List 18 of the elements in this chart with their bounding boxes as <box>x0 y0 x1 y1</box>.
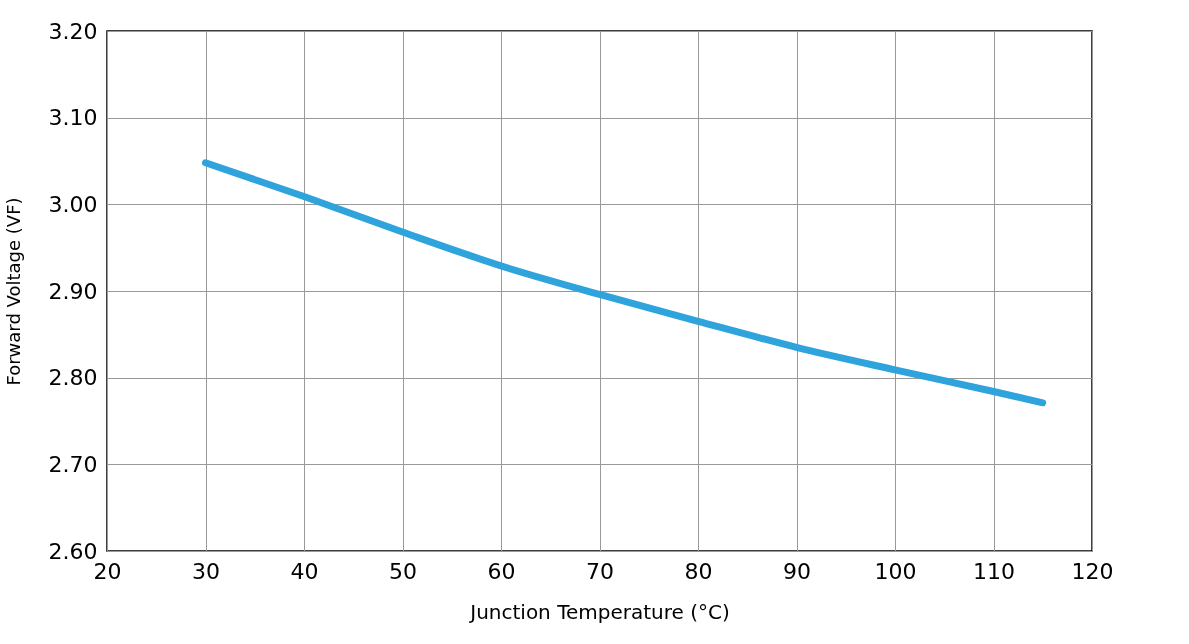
y-tick-label: 2.90 <box>48 278 98 304</box>
x-tick-label: 80 <box>684 558 713 584</box>
x-tick-label: 110 <box>973 558 1015 584</box>
x-tick-label: 100 <box>874 558 917 584</box>
y-tick-label: 3.20 <box>48 18 98 44</box>
y-tick-label: 2.70 <box>48 451 98 477</box>
x-tick-label: 50 <box>389 558 417 584</box>
y-tick-label: 3.10 <box>48 105 98 131</box>
y-tick-label: 2.80 <box>48 365 98 391</box>
y-tick-label: 3.00 <box>48 191 98 217</box>
x-tick-label: 40 <box>290 558 319 584</box>
x-axis-title: Junction Temperature (°C) <box>468 599 730 624</box>
x-tick-label: 70 <box>586 558 614 584</box>
x-tick-label: 120 <box>1071 558 1114 584</box>
x-tick-label: 90 <box>783 558 811 584</box>
x-tick-label: 60 <box>487 558 516 584</box>
x-tick-label: 30 <box>192 558 220 584</box>
y-axis-title: Forward Voltage (VF) <box>2 197 24 386</box>
